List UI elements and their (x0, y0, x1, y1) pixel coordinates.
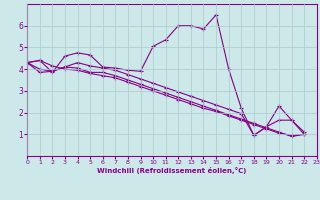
X-axis label: Windchill (Refroidissement éolien,°C): Windchill (Refroidissement éolien,°C) (97, 167, 247, 174)
